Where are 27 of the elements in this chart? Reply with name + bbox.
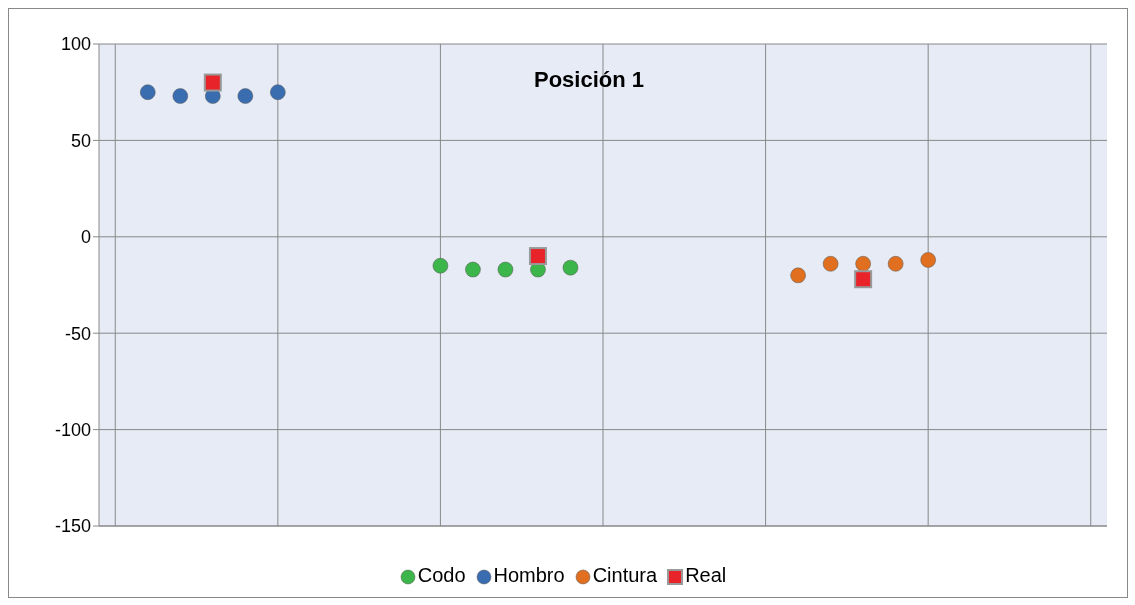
y-tick-label: 100 bbox=[60, 34, 91, 55]
point bbox=[140, 84, 156, 100]
text: Posición 1 bbox=[532, 67, 645, 93]
point bbox=[203, 73, 222, 92]
point bbox=[854, 270, 873, 289]
point bbox=[920, 252, 936, 268]
y-tick-label: 0 bbox=[80, 227, 91, 248]
point bbox=[855, 256, 871, 272]
legend-label: Codo bbox=[416, 564, 466, 586]
point bbox=[790, 267, 806, 284]
y-tick-label: -50 bbox=[64, 323, 91, 344]
point bbox=[237, 88, 254, 104]
point bbox=[497, 261, 514, 278]
point bbox=[270, 84, 286, 100]
y-tick-label: -150 bbox=[54, 516, 91, 537]
y-tick-label: -100 bbox=[54, 419, 91, 440]
point bbox=[465, 261, 481, 278]
point bbox=[562, 259, 579, 276]
legend-label: Cintura bbox=[591, 564, 658, 586]
legend-label: Hombro bbox=[492, 564, 565, 586]
point bbox=[528, 247, 547, 266]
y-tick-label: 50 bbox=[70, 130, 91, 151]
point bbox=[887, 256, 904, 272]
point bbox=[432, 257, 449, 274]
point bbox=[172, 88, 189, 104]
point bbox=[822, 256, 839, 272]
legend-label: Real bbox=[684, 564, 727, 586]
